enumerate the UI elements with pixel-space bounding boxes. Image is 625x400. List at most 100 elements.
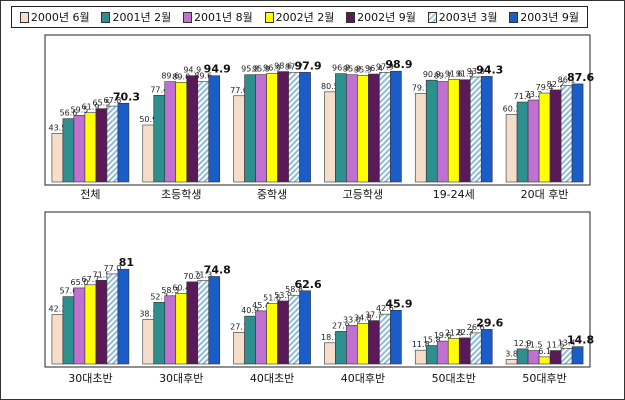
bar: [106, 105, 119, 183]
data-label: 80.5: [321, 82, 339, 91]
data-label: 77.0: [230, 86, 248, 95]
data-label: 94.9: [183, 66, 201, 75]
bar: [117, 102, 130, 183]
bar: [346, 74, 358, 183]
data-label: 56.6: [60, 109, 78, 118]
bar: [560, 85, 573, 183]
bar: [368, 320, 380, 365]
bar: [324, 91, 336, 183]
legend-item: 2001년 2월: [101, 9, 171, 25]
bar: [153, 95, 166, 183]
data-label: 60.3: [503, 104, 521, 113]
bar: [469, 332, 482, 365]
data-label: 89.6: [194, 72, 212, 81]
data-label: 98.6: [274, 62, 292, 71]
bar: [106, 273, 119, 365]
data-label: 14.8: [567, 334, 594, 347]
bar: [346, 325, 358, 365]
bar: [51, 132, 64, 183]
legend-label: 2003년 9월: [520, 11, 580, 24]
bar: [142, 319, 155, 365]
bar: [447, 79, 460, 183]
bar: [571, 346, 584, 365]
data-label: 74.8: [204, 263, 231, 276]
bar: [299, 290, 311, 365]
bar: [390, 70, 402, 183]
data-label: 98.9: [385, 58, 412, 71]
bar: [95, 108, 108, 183]
data-label: 38.1: [139, 309, 157, 318]
bar: [335, 73, 347, 183]
bar: [390, 309, 402, 365]
bar: [458, 337, 471, 365]
data-label: 70.3: [113, 90, 140, 103]
data-label: 96.4: [365, 64, 383, 73]
bar: [51, 314, 64, 365]
plot-area: [44, 34, 591, 186]
data-label: 97.9: [295, 59, 322, 72]
data-label: 15.8: [423, 336, 441, 345]
data-label: 95.8: [343, 65, 361, 74]
bar: [62, 296, 75, 365]
bar: [186, 281, 199, 365]
legend-swatch: [19, 11, 29, 23]
bar: [164, 295, 177, 365]
bar: [288, 72, 300, 183]
legend-label: 2003년 3월: [438, 11, 498, 24]
bar: [175, 293, 188, 365]
data-label: 50.9: [139, 115, 157, 124]
data-label: 71.4: [514, 92, 532, 101]
bar: [62, 118, 75, 183]
data-label: 61.9: [82, 103, 100, 112]
bar: [233, 331, 245, 365]
data-label: 94.9: [204, 63, 231, 76]
bar: [208, 75, 221, 183]
data-label: 52.7: [150, 292, 168, 301]
data-label: 71.5: [93, 270, 111, 279]
category-label: 50대초반: [432, 372, 476, 385]
bar: [197, 280, 210, 365]
category-label: 20대 후반: [521, 188, 569, 201]
bar: [324, 342, 336, 365]
bar: [527, 99, 540, 183]
bar: [299, 72, 311, 183]
data-label: 11.5: [525, 341, 543, 350]
data-label: 77.4: [150, 85, 168, 94]
legend-label: 2002년 2월: [275, 11, 335, 24]
data-label: 97.7: [285, 63, 303, 72]
bar: [480, 76, 493, 183]
bar: [516, 101, 529, 183]
legend-item: 2000년 6월: [19, 9, 90, 25]
data-label: 86.1: [558, 76, 576, 85]
data-label: 96.8: [332, 64, 350, 73]
data-label: 18.1: [321, 333, 339, 342]
data-label: 42.3: [49, 305, 67, 314]
bar: [197, 81, 210, 183]
category-label: 중학생: [257, 188, 287, 201]
data-label: 91.3: [456, 70, 474, 79]
legend-item: 2002년 2월: [264, 9, 335, 25]
data-label: 12.9: [514, 339, 532, 348]
legend-label: 2001년 2월: [112, 11, 172, 24]
bar: [95, 280, 108, 365]
bar: [549, 350, 562, 365]
data-label: 34.8: [354, 313, 372, 322]
legend-label: 2000년 6월: [30, 11, 90, 24]
data-label: 58.8: [285, 285, 303, 294]
bar: [425, 79, 438, 183]
data-label: 77.0: [104, 264, 122, 273]
data-label: 60.4: [172, 283, 190, 292]
bar: [186, 75, 199, 183]
category-label: 30대후반: [159, 372, 203, 385]
data-label: 65.5: [93, 99, 111, 108]
bar: [175, 82, 188, 183]
bar: [436, 340, 449, 365]
data-label: 45.9: [385, 297, 412, 310]
data-label: 89.6: [161, 72, 179, 81]
category-label: 19-24세: [433, 188, 475, 201]
data-label: 37.1: [365, 311, 383, 320]
bar: [480, 329, 493, 365]
data-label: 95.9: [252, 65, 270, 74]
data-label: 27.9: [332, 321, 350, 330]
legend-label: 2001년 8월: [194, 11, 253, 24]
